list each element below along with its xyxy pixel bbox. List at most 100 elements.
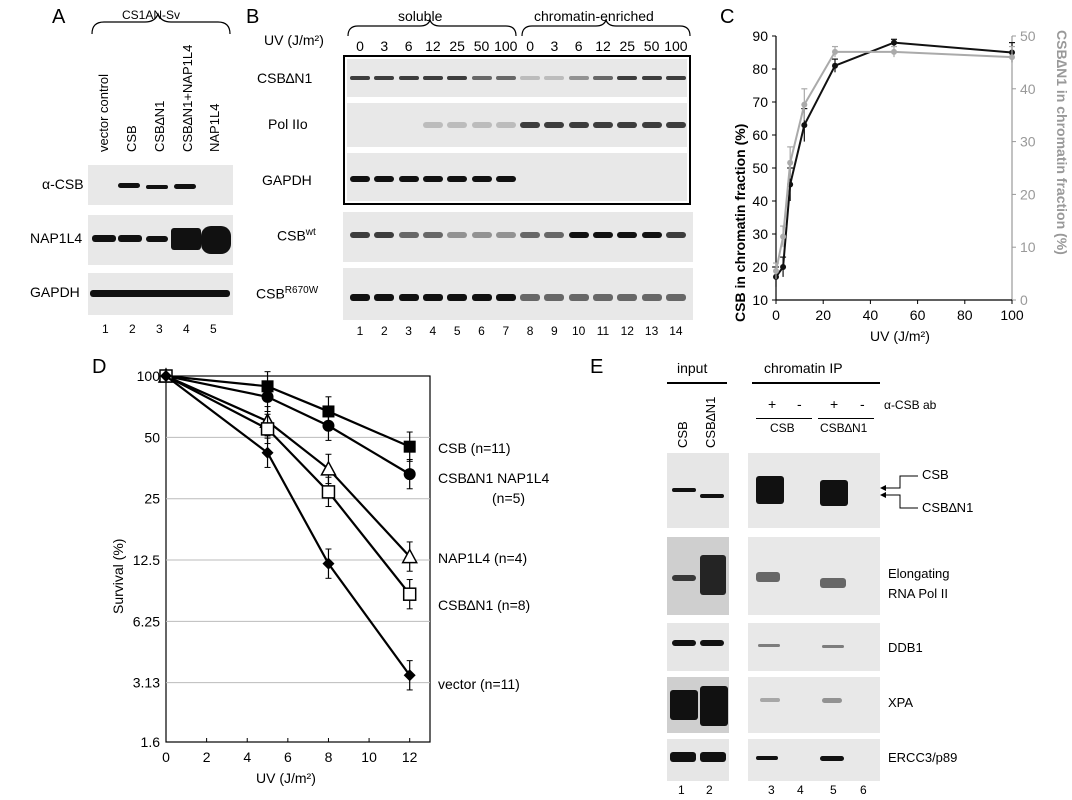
c-ytick-right-label: 10: [1020, 239, 1036, 255]
d-xtick-label: 6: [284, 749, 292, 765]
c-xtick-label: 40: [863, 307, 879, 323]
panel-e-label: E: [590, 356, 604, 378]
c-point-1: [891, 48, 897, 55]
lane-number-a: 4: [183, 322, 190, 336]
band: [670, 752, 696, 762]
band: [447, 232, 468, 238]
d-ytick-label: 6.25: [133, 613, 160, 629]
lane-number-b: 6: [478, 324, 485, 338]
lane-number-e: 4: [797, 783, 804, 797]
d-legend-label-n: (n=5): [492, 490, 526, 506]
d-marker-diamond-filled: [322, 557, 335, 570]
e-row-label: DDB1: [888, 640, 923, 655]
e-blot-chip: [748, 739, 880, 781]
lane-number-e: 5: [830, 783, 837, 797]
e-chip-line: [752, 382, 880, 384]
cell-line-label: CS1AN-Sv: [122, 8, 181, 22]
lane-number-b: 4: [429, 324, 437, 338]
dose-label: 12: [425, 38, 441, 54]
e-input-line: [667, 382, 727, 384]
e-chip-label: chromatin IP: [764, 360, 843, 376]
lane-number-b: 8: [526, 324, 534, 338]
e-arrow-csb: CSB: [922, 467, 949, 482]
band: [568, 232, 589, 238]
band: [593, 76, 613, 80]
d-ytick-label: 1.6: [141, 734, 161, 750]
d-series-line-2: [165, 374, 411, 558]
lane-number-a: 3: [156, 322, 163, 336]
dose-label: 3: [550, 38, 559, 54]
d-legend-label: CSB∆N1 NAP1L4: [438, 470, 550, 486]
lane-number-b: 2: [380, 324, 388, 338]
band: [374, 76, 395, 80]
d-series-line-0: [165, 374, 411, 448]
d-marker-square-open: [402, 587, 417, 601]
d-series-line-4: [165, 375, 411, 676]
lane-number-a: 5: [210, 322, 217, 336]
band: [822, 645, 844, 648]
c-ytick-left-label: 60: [752, 127, 768, 143]
band: [374, 232, 395, 238]
lane-number-b: 3: [405, 324, 412, 338]
c-ytick-right-label: 20: [1020, 186, 1036, 202]
c-ytick-right-label: 50: [1020, 28, 1036, 44]
e-sign: +: [768, 396, 777, 412]
row-csb-wt: CSBwt: [277, 227, 316, 244]
band: [568, 122, 589, 128]
band: [90, 290, 230, 297]
d-marker-diamond-filled: [403, 669, 416, 682]
row-label-b: CSB∆N1: [257, 70, 313, 86]
lane-number-b: 5: [453, 324, 461, 338]
e-csb-line: [756, 418, 812, 419]
lane-number-e: 2: [706, 783, 713, 797]
band: [756, 756, 778, 760]
lane-number-b: 12: [620, 324, 634, 338]
c-xtick-label: 20: [815, 307, 831, 323]
band: [617, 232, 638, 238]
lane-number-b: 13: [644, 324, 659, 338]
e-blot-chip: [748, 623, 880, 671]
c-point-0: [780, 264, 787, 270]
c-point-0: [801, 122, 808, 129]
row-csb-r670w: CSBR670W: [256, 285, 319, 302]
band: [641, 76, 662, 80]
band: [146, 236, 168, 242]
d-legend-label: CSB∆N1 (n=8): [438, 597, 531, 613]
c-ytick-left-label: 80: [752, 61, 768, 77]
panel-c-label: C: [720, 6, 735, 28]
d-marker-square-open: [260, 422, 275, 436]
lane-number-e: 6: [860, 783, 867, 797]
band: [471, 176, 492, 182]
e-sign: +: [830, 396, 839, 412]
c-xlabel: UV (J/m²): [870, 328, 930, 344]
c-point-1: [1009, 54, 1015, 61]
d-ytick-label: 50: [144, 429, 160, 445]
band: [700, 640, 724, 646]
e-input-label: input: [677, 360, 708, 376]
band: [544, 232, 565, 238]
row-label-a: NAP1L4: [30, 230, 83, 246]
band: [447, 294, 468, 301]
c-ytick-left-label: 50: [752, 160, 768, 176]
e-row-label: RNA Pol II: [888, 586, 948, 601]
dose-label: 50: [643, 38, 660, 54]
dose-label: 0: [526, 38, 534, 54]
band: [422, 176, 443, 182]
band: [700, 752, 726, 762]
band: [422, 122, 443, 128]
c-ytick-left-label: 90: [752, 28, 768, 44]
dose-label: 0: [356, 38, 364, 54]
dose-label: 6: [404, 38, 413, 54]
e-sign: -: [860, 396, 865, 412]
band: [350, 76, 370, 80]
d-marker-square-open: [321, 485, 336, 499]
band: [398, 76, 419, 80]
band: [520, 294, 541, 301]
lane-number-b: 7: [502, 324, 510, 338]
d-ytick-label: 100: [137, 368, 161, 384]
band: [568, 294, 589, 301]
lane-number-b: 10: [572, 324, 586, 338]
dose-label: 100: [664, 38, 688, 54]
band: [672, 488, 696, 492]
